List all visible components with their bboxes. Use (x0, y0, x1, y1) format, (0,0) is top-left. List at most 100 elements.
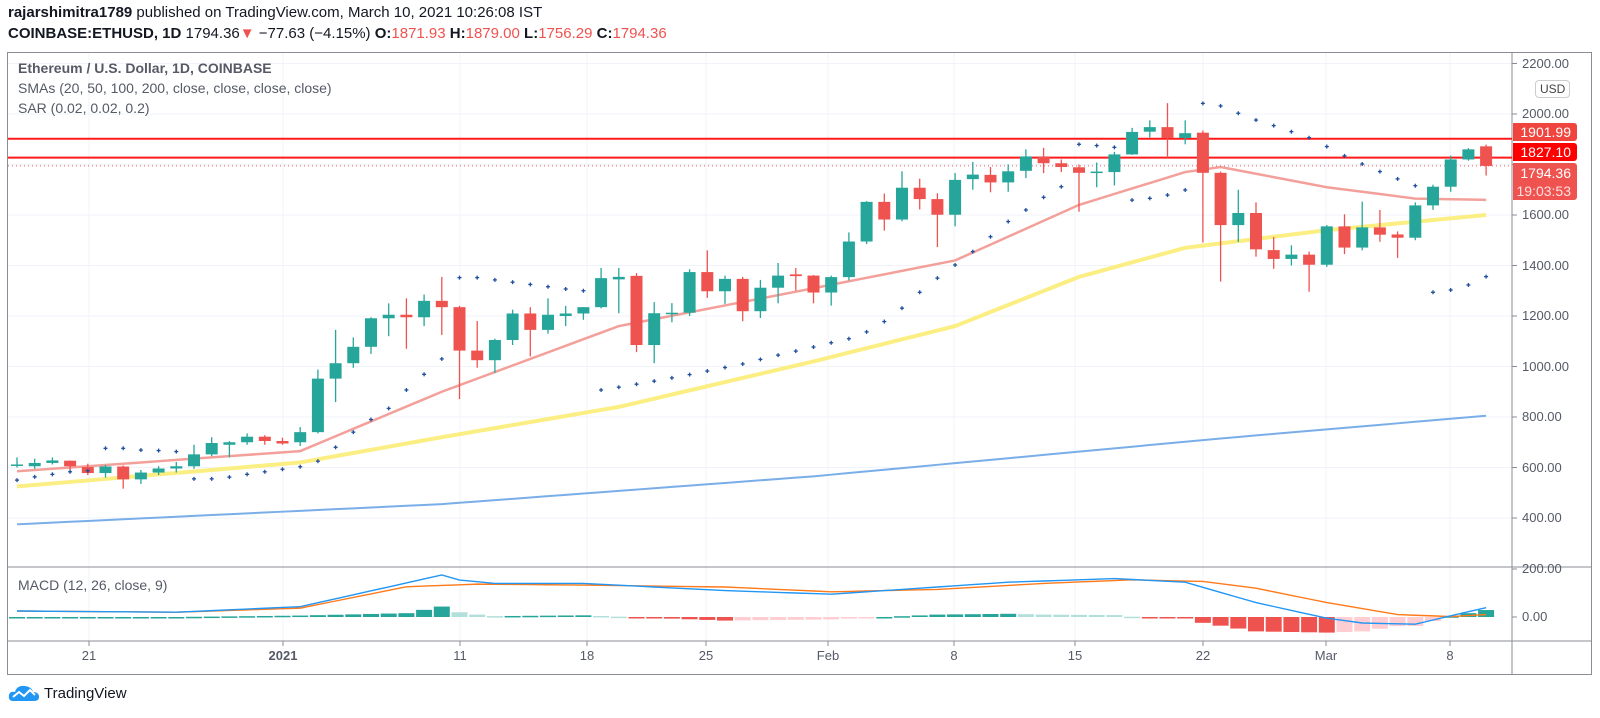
sar-dot (1183, 188, 1188, 193)
macd-histogram-bar (894, 616, 910, 618)
candle-body (825, 277, 838, 293)
candle-body (488, 339, 501, 361)
sar-dot (758, 357, 763, 362)
candle-body (1267, 250, 1280, 259)
high-label: H: (449, 25, 466, 42)
candle-body (1214, 172, 1227, 226)
hline-price-label-2: 1827.10 (1513, 143, 1577, 161)
sar-dot (705, 369, 710, 374)
candle-body (931, 199, 944, 215)
candle (630, 273, 643, 353)
candle (913, 178, 926, 210)
tradingview-logo[interactable]: TradingView (8, 684, 127, 702)
sar-dot (227, 475, 232, 480)
candle (807, 275, 820, 304)
candle-body (1285, 254, 1298, 259)
legend-macd[interactable]: MACD (12, 26, close, 9) (18, 577, 168, 593)
candle (1320, 225, 1333, 267)
candle (1055, 159, 1068, 173)
candle (577, 307, 590, 320)
tradingview-cloud-icon (8, 685, 39, 701)
sar-dot (1271, 123, 1276, 128)
candle (825, 275, 838, 306)
sar-dot (1165, 193, 1170, 198)
sar-dot (15, 478, 19, 483)
high-value: 1879.00 (465, 25, 520, 42)
sar-dot (32, 474, 37, 479)
price-axis-label: 1400.00 (1522, 257, 1569, 273)
price-axis-label: 1600.00 (1522, 207, 1569, 222)
candle-body (807, 275, 820, 293)
macd-histogram-bar (504, 615, 521, 618)
candle (1232, 189, 1245, 243)
candle-body (1019, 156, 1032, 171)
currency-button[interactable]: USD (1535, 80, 1571, 98)
sar-dot (1324, 144, 1329, 149)
candle (1126, 127, 1139, 155)
macd-histogram-bar (345, 614, 362, 617)
candle (966, 161, 979, 190)
symbol: COINBASE:ETHUSD, 1D (8, 25, 182, 42)
candle (542, 298, 554, 334)
sar-dot (138, 448, 143, 453)
candle (1143, 120, 1156, 138)
sar-dot (121, 446, 126, 451)
candle-body (648, 313, 661, 346)
sar-dot (209, 476, 214, 481)
candle (772, 262, 785, 304)
sar-dot (1147, 196, 1152, 201)
sar-dot (50, 472, 55, 477)
macd-histogram-bar (79, 617, 96, 619)
publish-info: rajarshimitra1789 published on TradingVi… (8, 4, 542, 22)
macd-histogram-bar (1194, 617, 1211, 623)
candle (1303, 251, 1316, 292)
sar-dot (634, 382, 639, 387)
macd-histogram-bar (9, 617, 25, 619)
candle-body (294, 432, 307, 443)
candle (1196, 130, 1209, 243)
sar-dot (1059, 184, 1064, 189)
candle-body (524, 313, 537, 330)
candle (524, 307, 537, 357)
candle-body (719, 278, 731, 292)
macd-histogram-bar (256, 615, 273, 618)
hline-price-label-1: 1901.99 (1513, 123, 1577, 141)
legend-sar[interactable]: SAR (0.02, 0.02, 0.2) (18, 100, 150, 116)
date-axis-label: 11 (453, 648, 467, 663)
candle (1250, 202, 1262, 257)
candle (1179, 120, 1192, 145)
macd-histogram-bar (1230, 617, 1247, 629)
legend-smas[interactable]: SMAs (20, 50, 100, 200, close, close, cl… (18, 80, 332, 96)
candle-body (595, 278, 608, 308)
candle-body (506, 313, 519, 340)
macd-histogram-bar (787, 617, 804, 620)
macd-histogram-bar (840, 617, 857, 619)
candle (878, 193, 891, 231)
candle-body (1002, 171, 1015, 183)
sar-dot (599, 387, 604, 392)
sar-dot (68, 469, 73, 474)
candle (1444, 155, 1457, 192)
sar-dot (1006, 219, 1011, 224)
candle-body (1161, 127, 1174, 138)
macd-histogram-bar (292, 615, 309, 618)
candle (1285, 245, 1298, 266)
candle (382, 303, 395, 337)
candle-body (683, 272, 696, 313)
sar-dot (723, 365, 727, 370)
candle-body (471, 350, 484, 361)
candle (648, 302, 661, 364)
sar-dot (1342, 153, 1347, 158)
sar-dot (1077, 142, 1081, 147)
macd-histogram-bar (646, 617, 663, 619)
sar-dot (1395, 176, 1400, 181)
macd-histogram-bar (168, 617, 185, 619)
macd-histogram-bar (132, 617, 149, 619)
macd-histogram-bar (699, 617, 716, 620)
down-arrow-icon: ▼ (239, 25, 255, 42)
candle (134, 470, 147, 484)
price-axis-label: 600.00 (1522, 459, 1562, 475)
macd-histogram-bar (522, 615, 539, 618)
candle-body (665, 312, 678, 315)
